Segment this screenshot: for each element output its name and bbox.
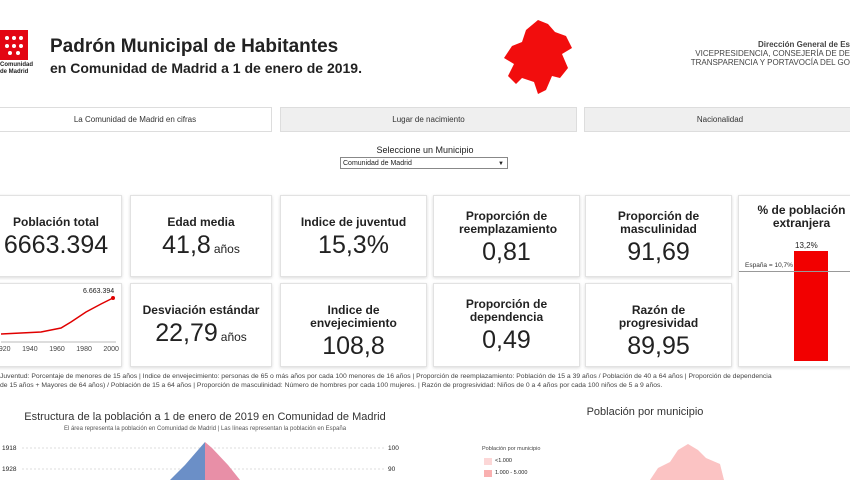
x-tick-label: 1960 <box>49 346 65 353</box>
card-title: Indice de juventud <box>300 215 407 229</box>
card-value: 0,49 <box>482 326 531 354</box>
x-ticks: 1920 1940 1960 1980 2000 <box>0 346 119 353</box>
municipal-map <box>650 444 724 480</box>
y-label: 1928 <box>2 466 17 473</box>
map-title: Población por municipio <box>586 406 704 418</box>
bar-label: 13,2% <box>795 241 818 250</box>
logo-text: Comunidad de Madrid <box>0 62 33 76</box>
chart-label: 6.663.394 <box>83 288 115 295</box>
card: Indice de envejecimiento 108,8 <box>280 283 427 367</box>
card-title: Razón de progresividad <box>618 303 699 330</box>
card: Razón de progresividad 89,95 <box>585 283 732 367</box>
pyramid-title: Estructura de la población a 1 de enero … <box>24 411 386 423</box>
logo <box>0 30 28 60</box>
dropdown-arrow: ▼ <box>498 161 504 167</box>
card: Proporción de dependencia 0,49 <box>433 283 580 367</box>
card: Desviación estándar 22,79 años <box>130 283 272 367</box>
footnote: Juventud: Porcentaje de menores de 15 añ… <box>0 373 772 380</box>
card-title: Indice de envejecimiento <box>310 303 397 330</box>
legend-label: 1.000 - 5.000 <box>495 470 528 476</box>
card-value: 41,8 <box>162 231 211 259</box>
logo-line: de Madrid <box>0 69 29 75</box>
tab[interactable]: La Comunidad de Madrid en cifras <box>0 107 272 132</box>
subtitle: en Comunidad de Madrid a 1 de enero de 2… <box>50 60 362 76</box>
selector-label: Seleccione un Municipio <box>376 145 474 155</box>
population-end-point <box>111 296 115 300</box>
x-tick-label: 2000 <box>103 346 119 353</box>
card: Edad media 41,8 años <box>130 195 272 277</box>
footnote: de 15 años + Mayores de 64 años) / Pobla… <box>0 382 663 389</box>
card: Proporción de masculinidad 91,69 <box>585 195 732 277</box>
tab[interactable]: Nacionalidad <box>584 107 850 132</box>
card-value: 22,79 <box>155 319 218 347</box>
card-unit: años <box>213 242 240 256</box>
logo-line: Comunidad <box>0 62 33 68</box>
card-value: 15,3% <box>318 231 389 259</box>
pyramid-women <box>205 442 240 480</box>
org-line: TRANSPARENCIA Y PORTAVOCÍA DEL GO <box>690 58 850 67</box>
tab[interactable]: Lugar de nacimiento <box>280 107 577 132</box>
pyramid-chart <box>22 442 385 480</box>
card-title: Proporción de masculinidad <box>617 209 700 236</box>
dropdown[interactable]: Comunidad de Madrid ▼ <box>340 157 508 169</box>
bar <box>794 251 828 361</box>
card: Indice de juventud 15,3% <box>280 195 427 277</box>
card-value: 89,95 <box>627 332 690 360</box>
card-title: % de población extranjera <box>757 203 846 230</box>
card-value: 108,8 <box>322 332 385 360</box>
y-label: 1918 <box>2 445 17 452</box>
map-region <box>650 444 724 480</box>
x-tick-label: 1920 <box>0 346 11 353</box>
org-line: VICEPRESIDENCIA, CONSEJERÍA DE DE <box>695 49 850 58</box>
card-title: Proporción de dependencia <box>465 297 548 324</box>
legend-swatch <box>484 470 492 477</box>
org-block: Dirección General de Es VICEPRESIDENCIA,… <box>680 40 850 67</box>
card-title: Población total <box>12 215 99 229</box>
card: 6.663.394 1920 1940 1960 1980 2000 <box>0 283 122 367</box>
card-title: Proporción de reemplazamiento <box>459 209 558 236</box>
card: Proporción de reemplazamiento 0,81 <box>433 195 580 277</box>
reference-line <box>739 271 850 272</box>
card-value: 0,81 <box>482 238 531 266</box>
card: Población total 6663.394 <box>0 195 122 277</box>
legend-title: Población por municipio <box>482 446 541 452</box>
card-value: 6663.394 <box>3 231 109 259</box>
card-title: Edad media <box>167 215 235 229</box>
card-unit: años <box>220 330 247 344</box>
org-line: Dirección General de Es <box>757 40 850 49</box>
pyramid-subtitle: El área representa la población en Comun… <box>63 426 347 432</box>
legend-label: <1.000 <box>495 458 512 464</box>
x-tick-label: 1980 <box>76 346 92 353</box>
card-title: Desviación estándar <box>142 303 260 317</box>
title: Padrón Municipal de Habitantes <box>50 36 339 57</box>
card-value: 91,69 <box>627 238 690 266</box>
card: % de población extranjera 13,2% España =… <box>738 195 850 367</box>
dropdown-value: Comunidad de Madrid <box>343 160 412 167</box>
y2-label: 90 <box>388 466 396 473</box>
madrid-map <box>504 20 572 94</box>
pyramid-men <box>170 442 205 480</box>
population-line-chart <box>0 296 116 343</box>
legend-swatch <box>484 458 492 465</box>
x-tick-label: 1940 <box>22 346 38 353</box>
population-line <box>0 297 114 335</box>
reference-label: España = 10,7% <box>745 262 793 269</box>
y2-label: 100 <box>388 445 399 452</box>
